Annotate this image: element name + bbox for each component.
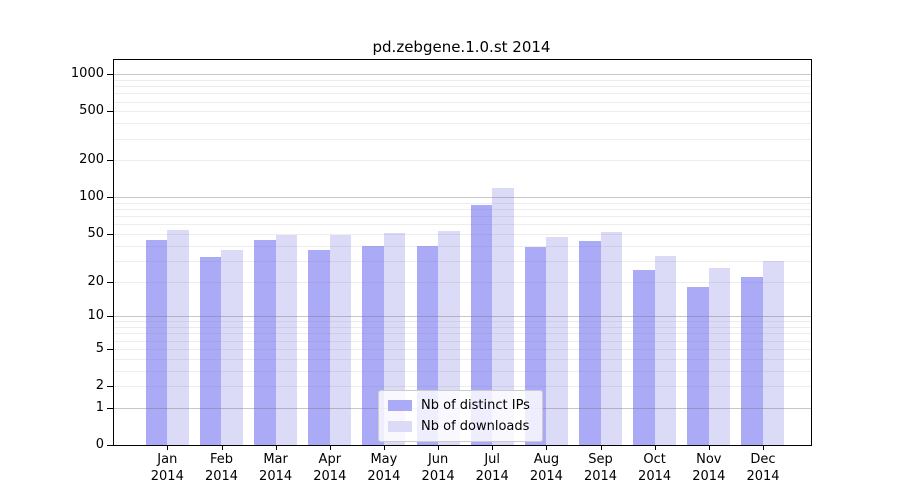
bar-feb-distinct-ips — [199, 257, 222, 445]
x-tick-mark — [383, 445, 385, 450]
minor-gridline — [114, 202, 811, 204]
bar-nov-downloads — [708, 268, 731, 445]
minor-gridline — [114, 101, 811, 103]
minor-gridline — [114, 79, 811, 81]
x-tick-label-sep: Sep 2014 — [583, 452, 618, 484]
legend: Nb of distinct IPs Nb of downloads — [378, 390, 543, 442]
bar-nov-distinct-ips — [687, 287, 709, 445]
bar-mar-downloads — [275, 235, 298, 445]
minor-gridline — [114, 245, 811, 247]
minor-gridline — [114, 216, 811, 218]
y-tick-label: 0 — [95, 437, 104, 452]
minor-gridline — [114, 160, 811, 162]
y-tick-mark — [107, 111, 113, 113]
major-gridline — [114, 74, 811, 76]
x-tick-mark — [763, 445, 764, 450]
major-gridline — [114, 197, 811, 199]
x-tick-mark — [167, 445, 169, 450]
x-tick-mark — [708, 445, 710, 450]
y-tick-mark — [107, 407, 113, 409]
x-tick-label-aug: Aug 2014 — [529, 452, 563, 484]
y-tick-mark — [107, 160, 113, 162]
y-tick-label: 2 — [95, 378, 104, 393]
x-tick-label-nov: Nov 2014 — [692, 452, 726, 484]
bar-feb-downloads — [221, 249, 243, 445]
bar-sep-downloads — [600, 232, 622, 445]
x-tick-mark — [654, 445, 656, 450]
y-tick-mark — [107, 197, 113, 199]
x-tick-mark — [438, 445, 440, 450]
x-tick-mark — [600, 445, 602, 450]
y-tick-mark — [107, 316, 113, 318]
minor-gridline — [114, 93, 811, 95]
y-tick-mark — [107, 386, 113, 387]
y-tick-label: 50 — [87, 226, 104, 241]
plot-area — [113, 59, 812, 446]
x-tick-mark — [221, 445, 223, 450]
bar-dec-downloads — [762, 260, 785, 445]
y-tick-mark — [107, 281, 113, 283]
minor-gridline — [114, 123, 811, 125]
minor-gridline — [114, 209, 811, 211]
chart-title: pd.zebgene.1.0.st 2014 — [372, 38, 551, 56]
y-tick-label: 200 — [79, 152, 104, 168]
bar-oct-downloads — [654, 255, 677, 445]
y-tick-label: 20 — [87, 273, 104, 289]
legend-swatch-downloads — [388, 421, 412, 432]
bar-jan-distinct-ips — [145, 239, 168, 445]
bar-jul-downloads — [492, 187, 514, 445]
x-tick-label-dec: Dec 2014 — [746, 452, 780, 484]
x-tick-label-jul: Jul 2014 — [475, 452, 509, 484]
x-tick-label-jun: Jun 2014 — [421, 452, 455, 484]
minor-gridline — [114, 86, 811, 88]
bar-oct-distinct-ips — [633, 270, 655, 445]
bar-mar-distinct-ips — [254, 239, 276, 445]
minor-gridline — [114, 234, 811, 235]
y-tick-label: 1 — [95, 399, 104, 415]
x-tick-label-apr: Apr 2014 — [313, 452, 347, 484]
legend-swatch-distinct-ips — [388, 400, 412, 411]
x-tick-mark — [546, 445, 548, 450]
y-tick-mark — [107, 445, 113, 446]
legend-item-downloads: Nb of downloads — [388, 417, 530, 436]
legend-label-distinct-ips: Nb of distinct IPs — [421, 397, 530, 413]
x-tick-mark — [329, 445, 331, 450]
bar-sep-distinct-ips — [579, 240, 601, 445]
bar-apr-distinct-ips — [308, 249, 330, 445]
x-tick-mark — [275, 445, 277, 450]
bar-dec-distinct-ips — [741, 276, 763, 445]
legend-item-distinct-ips: Nb of distinct IPs — [388, 396, 530, 415]
bar-jul-distinct-ips — [470, 205, 493, 445]
y-tick-mark — [107, 74, 113, 76]
bar-aug-downloads — [546, 237, 568, 445]
y-tick-label: 1000 — [70, 66, 104, 82]
x-tick-label-oct: Oct 2014 — [638, 452, 672, 484]
y-tick-label: 5 — [95, 340, 104, 356]
minor-gridline — [114, 138, 811, 140]
x-tick-mark — [492, 445, 494, 450]
y-tick-label: 10 — [87, 308, 104, 324]
x-tick-label-jan: Jan 2014 — [150, 452, 184, 484]
bar-jan-downloads — [167, 230, 189, 445]
x-tick-label-mar: Mar 2014 — [259, 452, 293, 484]
x-tick-label-feb: Feb 2014 — [204, 452, 239, 484]
minor-gridline — [114, 224, 811, 226]
bar-apr-downloads — [329, 235, 352, 445]
y-tick-label: 500 — [79, 103, 104, 119]
y-tick-mark — [107, 234, 113, 235]
x-tick-label-may: May 2014 — [367, 452, 401, 484]
legend-label-downloads: Nb of downloads — [421, 418, 530, 434]
y-tick-mark — [107, 348, 113, 350]
minor-gridline — [114, 111, 811, 113]
y-tick-label: 100 — [79, 189, 104, 205]
